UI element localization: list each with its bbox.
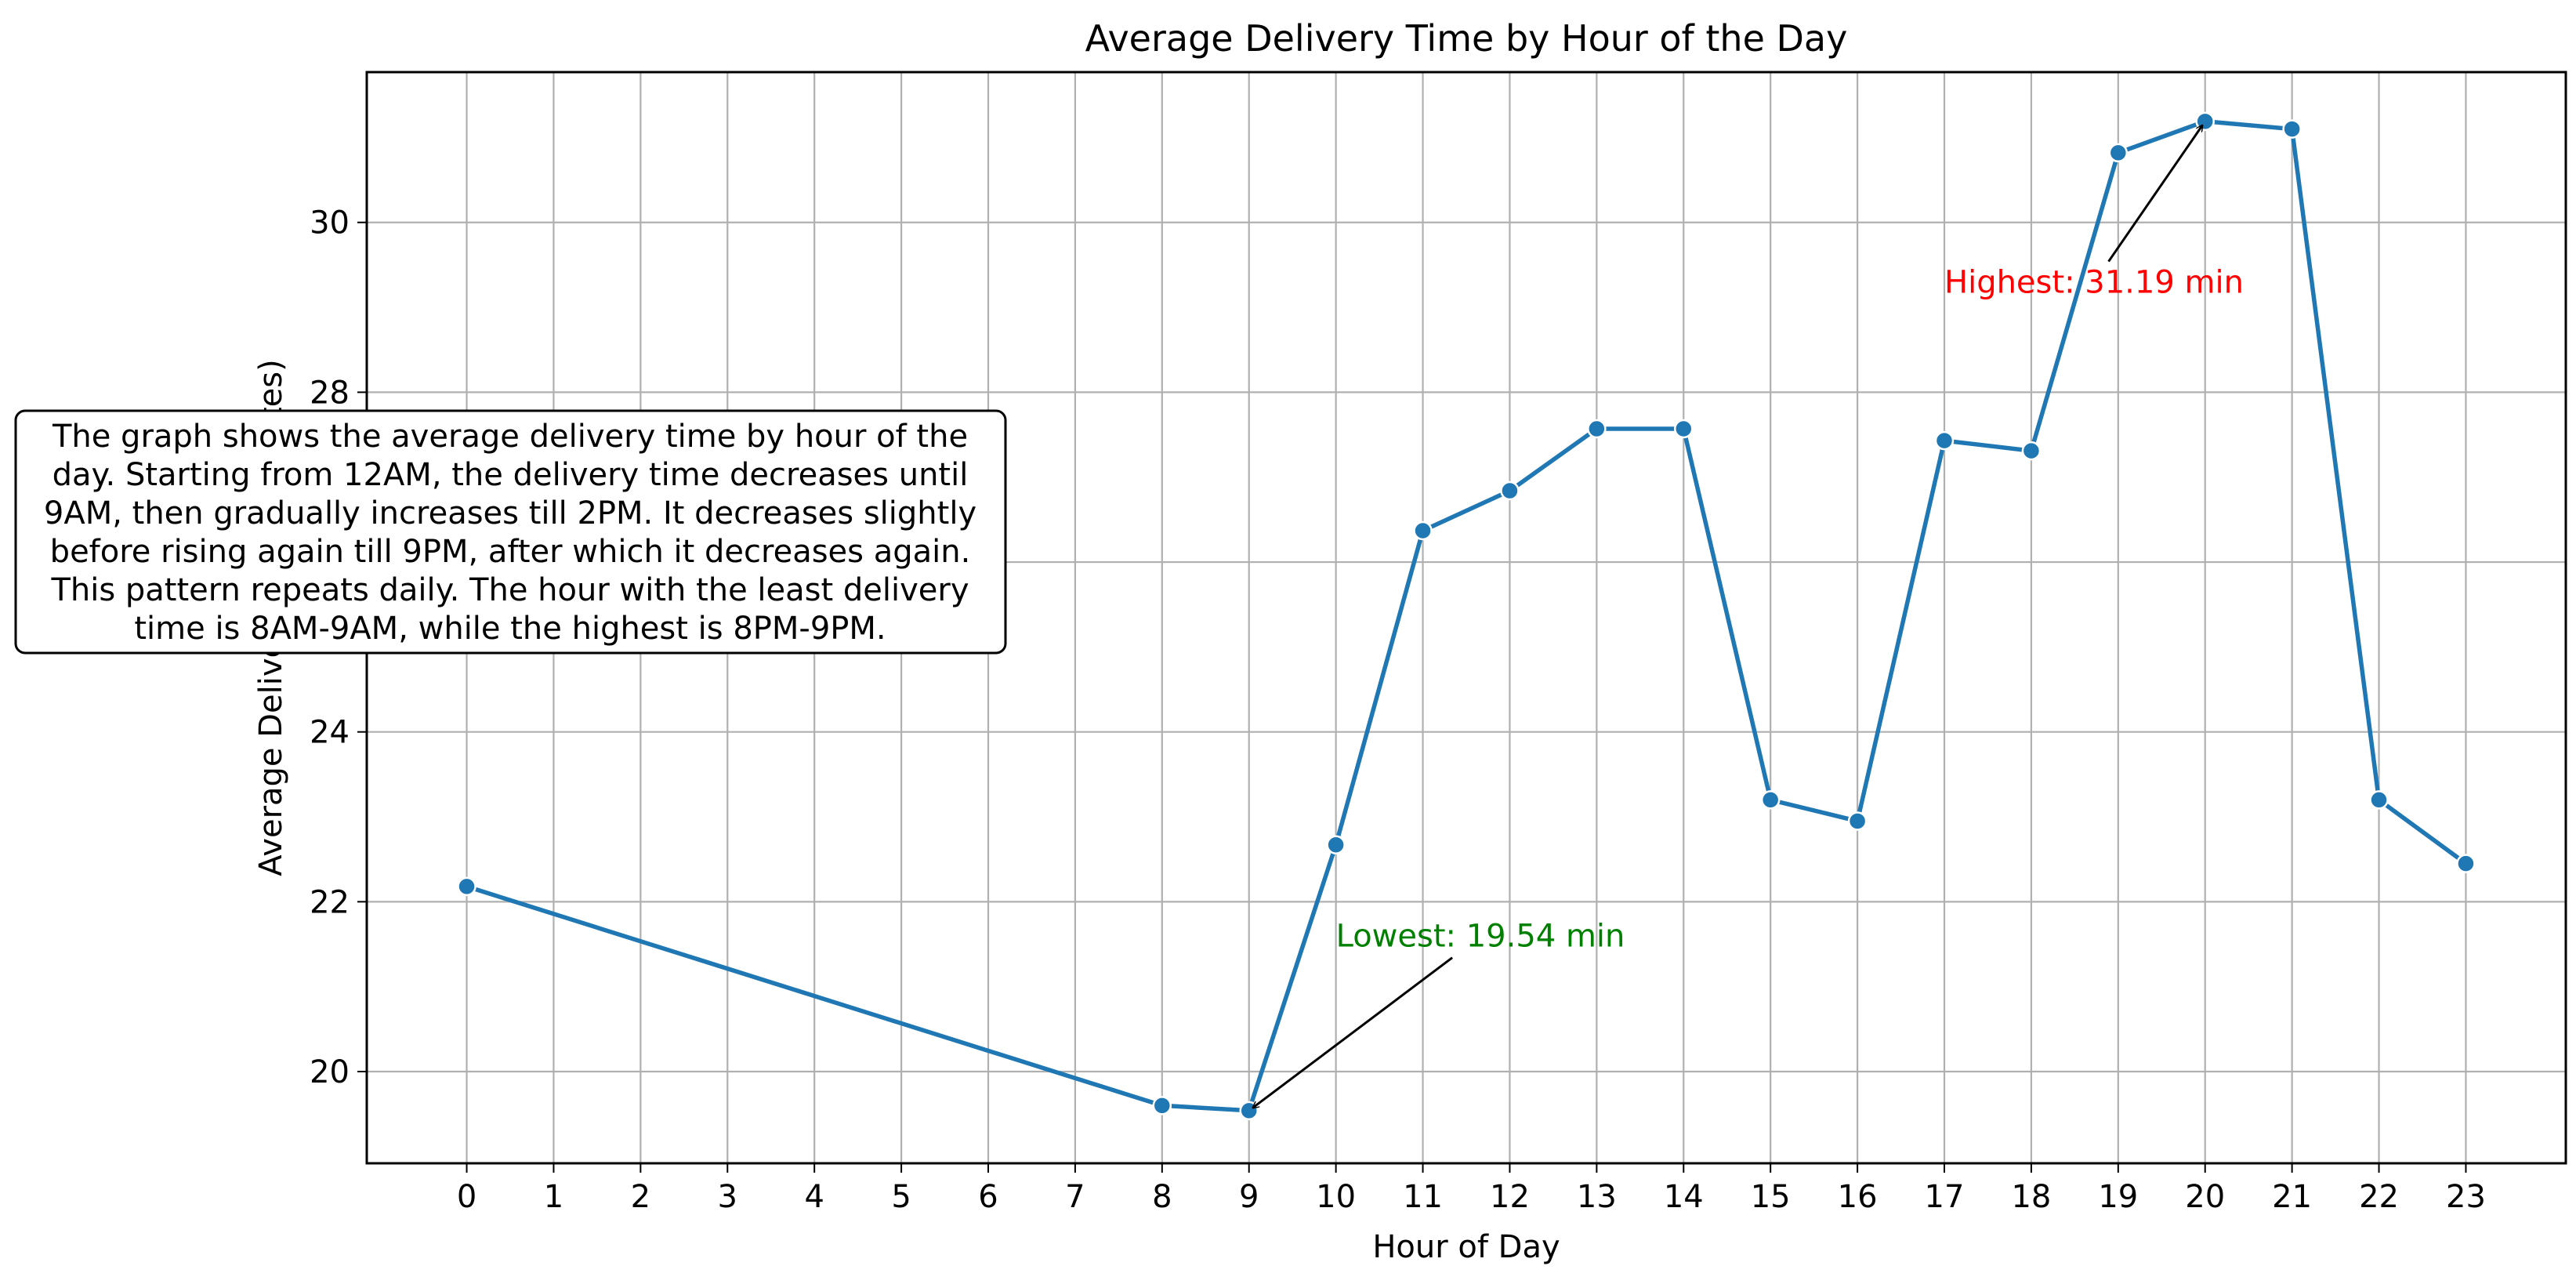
annotation-arrow: [2107, 125, 2203, 263]
data-point: [457, 876, 476, 897]
x-tick-label: 1: [544, 1179, 563, 1215]
x-tick-label: 15: [1751, 1179, 1791, 1215]
x-tick-label: 0: [457, 1179, 476, 1215]
annotation-label: Lowest: 19.54 min: [1336, 919, 1625, 955]
data-point: [2108, 143, 2129, 163]
x-tick-label: 11: [1403, 1179, 1443, 1215]
x-tick-label: 6: [978, 1179, 998, 1215]
data-point: [1152, 1096, 1172, 1115]
x-tick-label: 3: [718, 1179, 737, 1215]
x-tick-label: 7: [1065, 1179, 1085, 1215]
x-tick-label: 9: [1239, 1179, 1259, 1215]
x-axis-label: Hour of Day: [1372, 1229, 1560, 1265]
y-tick-label: 22: [310, 884, 350, 920]
description-line: The graph shows the average delivery tim…: [52, 419, 968, 455]
data-point: [1413, 520, 1433, 541]
annotation-arrow: [1253, 956, 1454, 1108]
description-line: day. Starting from 12AM, the delivery ti…: [53, 457, 969, 493]
y-tick-label: 28: [310, 375, 350, 411]
y-tick-label: 24: [310, 715, 350, 751]
x-tick-label: 20: [2185, 1179, 2225, 1215]
description-line: before rising again till 9PM, after whic…: [50, 534, 971, 570]
axis-ticks: 0 1 2 3 4 5 6 7 8 9 10 11 12 13 14 15 16 17 18 19 20 21 22 2320…: [310, 205, 2486, 1215]
grid: [367, 72, 2566, 1163]
description-line: time is 8AM-9AM, while the highest is 8P…: [134, 611, 886, 647]
x-tick-label: 14: [1664, 1179, 1704, 1215]
x-tick-label: 10: [1316, 1179, 1356, 1215]
x-tick-label: 19: [2098, 1179, 2138, 1215]
x-tick-label: 5: [891, 1179, 911, 1215]
data-point: [2282, 119, 2302, 139]
data-point: [1587, 419, 1607, 439]
x-tick-label: 18: [2011, 1179, 2051, 1215]
data-point: [2021, 441, 2042, 461]
x-tick-label: 21: [2272, 1179, 2312, 1215]
chart-title: Average Delivery Time by Hour of the Day: [1085, 17, 1848, 60]
data-point: [2369, 790, 2389, 810]
data-point: [1239, 1101, 1259, 1121]
description-box: The graph shows the average delivery tim…: [14, 409, 1007, 655]
x-tick-label: 8: [1152, 1179, 1172, 1215]
x-tick-label: 17: [1925, 1179, 1965, 1215]
data-point: [1674, 419, 1694, 439]
x-tick-label: 4: [804, 1179, 824, 1215]
data-point: [2456, 854, 2476, 873]
y-tick-label: 30: [310, 205, 350, 241]
y-tick-label: 20: [310, 1054, 350, 1090]
description-line: This pattern repeats daily. The hour wit…: [50, 572, 969, 608]
annotation-label: Highest: 31.19 min: [1944, 265, 2244, 301]
data-point: [1500, 481, 1520, 501]
x-tick-label: 23: [2446, 1179, 2486, 1215]
x-tick-label: 13: [1577, 1179, 1617, 1215]
data-point: [1326, 835, 1346, 855]
x-tick-label: 12: [1490, 1179, 1530, 1215]
data-point: [1934, 430, 1955, 451]
data-point: [1760, 790, 1781, 810]
x-tick-label: 2: [631, 1179, 650, 1215]
annotations: Lowest: 19.54 min Highest: 31.19 min: [1253, 125, 2244, 1108]
data-point: [2195, 111, 2215, 132]
description-line: 9AM, then gradually increases till 2PM. …: [44, 495, 976, 531]
data-point: [1847, 811, 1868, 831]
x-tick-label: 16: [1838, 1179, 1878, 1215]
x-tick-label: 22: [2359, 1179, 2399, 1215]
description-box-frame: [14, 409, 1007, 655]
